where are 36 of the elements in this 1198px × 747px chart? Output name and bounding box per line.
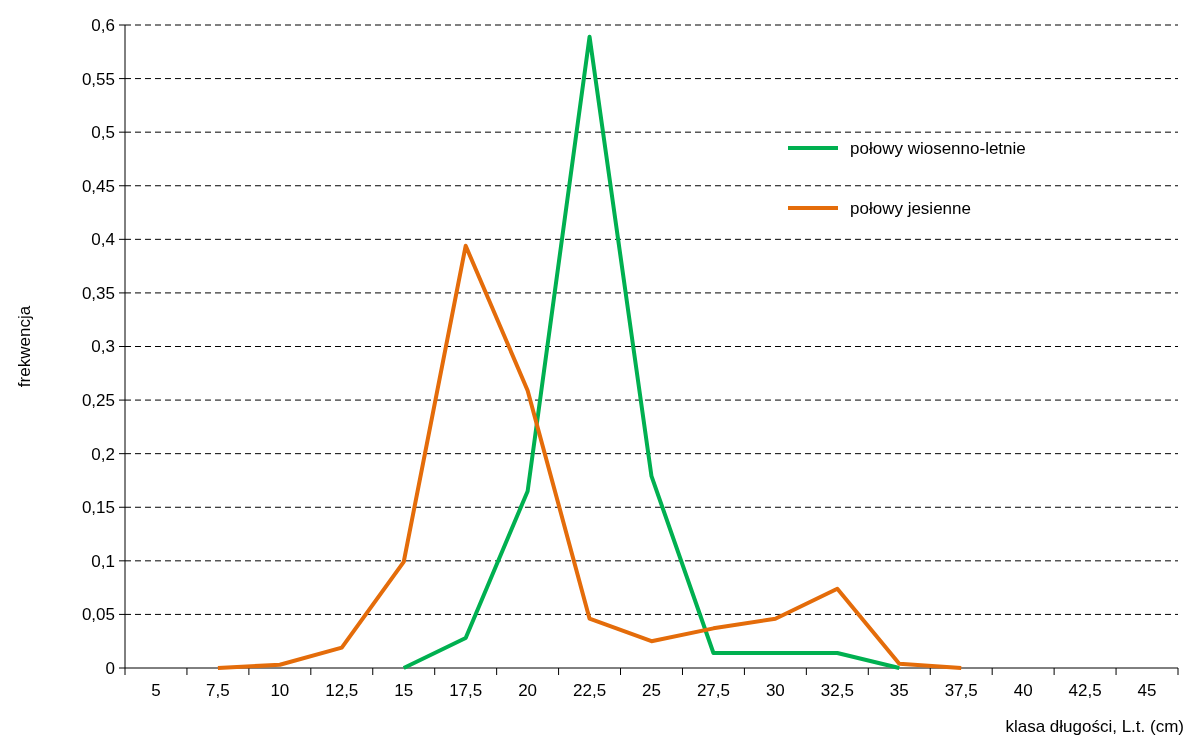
x-tick-label: 17,5 <box>449 681 483 700</box>
x-tick-label: 35 <box>889 681 909 700</box>
y-tick-label: 0 <box>105 658 115 678</box>
y-tick-label: 0,25 <box>81 391 115 411</box>
x-tick-label: 20 <box>518 681 538 700</box>
y-tick-label: 0,4 <box>91 230 115 250</box>
x-tick-label: 27,5 <box>696 681 730 700</box>
legend-label: połowy wiosenno-letnie <box>850 138 1026 158</box>
x-tick-label: 12,5 <box>325 681 359 700</box>
y-tick-label: 0,6 <box>91 15 115 35</box>
x-tick-label: 7,5 <box>206 681 230 700</box>
x-tick-label: 5 <box>151 681 161 700</box>
x-tick-label: 30 <box>765 681 785 700</box>
x-tick-label: 37,5 <box>944 681 978 700</box>
x-tick-label: 40 <box>1013 681 1033 700</box>
y-tick-label: 0,15 <box>81 498 115 518</box>
x-tick-label: 32,5 <box>820 681 854 700</box>
x-tick-label: 15 <box>394 681 414 700</box>
x-tick-label: 25 <box>642 681 661 700</box>
y-tick-label: 0,1 <box>91 551 115 571</box>
y-axis-title: frekwencja <box>15 305 34 388</box>
y-tick-label: 0,5 <box>91 123 115 143</box>
y-tick-label: 0,45 <box>81 176 115 196</box>
y-tick-label: 0,55 <box>81 69 115 89</box>
y-tick-label: 0,35 <box>81 283 115 303</box>
legend-label: połowy jesienne <box>850 198 971 218</box>
y-tick-label: 0,2 <box>91 444 115 464</box>
x-tick-label: 45 <box>1137 681 1157 700</box>
x-tick-label: 10 <box>270 681 290 700</box>
line-series <box>215 243 964 670</box>
x-tick-label: 22,5 <box>573 681 607 700</box>
x-axis-title: klasa długości, L.t. (cm) <box>1005 717 1184 736</box>
line-series <box>401 34 902 670</box>
y-tick-label: 0,3 <box>91 337 115 357</box>
y-tick-label: 0,05 <box>81 605 115 625</box>
x-tick-label: 42,5 <box>1068 681 1102 700</box>
